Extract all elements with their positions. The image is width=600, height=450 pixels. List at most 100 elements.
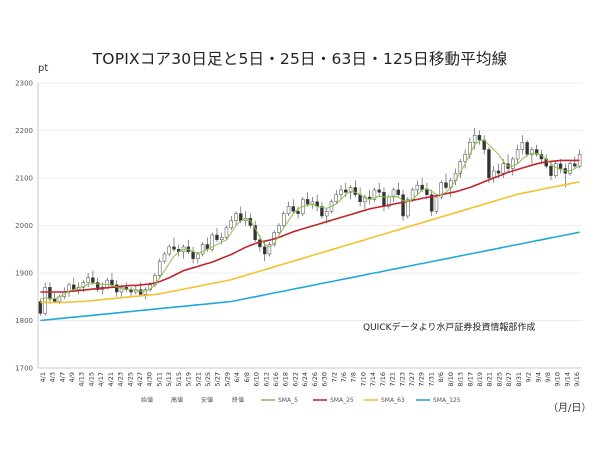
candle-body <box>86 277 90 283</box>
candlestick <box>549 161 553 181</box>
candle-body <box>157 260 162 276</box>
candle-body <box>396 189 401 195</box>
candlestick <box>143 287 148 300</box>
x-tick-label: 4/30 <box>146 372 154 387</box>
legend-item: SMA_5 <box>261 397 298 404</box>
candlestick <box>487 147 491 183</box>
candlestick <box>530 147 534 164</box>
candle-body <box>487 149 491 179</box>
candle-body <box>38 301 43 314</box>
chart-title: TOPIXコア30日足と5日・25日・63日・125日移動平均線 <box>92 50 508 68</box>
candle-body <box>277 225 281 233</box>
candlestick <box>177 244 181 257</box>
legend-label: SMA_5 <box>278 397 298 404</box>
candle-body <box>377 189 381 193</box>
candlestick <box>439 180 443 200</box>
y-axis: 1700 1800 1900 2000 2100 2200 2300 <box>15 80 33 373</box>
x-tick-label: 5/13 <box>165 372 173 387</box>
candle-body <box>191 251 195 259</box>
chart-legend: 始値 高値 安値 終値 SMA_5 SMA_25 SMA_63 SMA_125 <box>141 396 461 404</box>
candle-body <box>224 227 229 238</box>
candlestick <box>367 189 372 205</box>
candle-body <box>115 284 119 293</box>
y-tick-label: 1900 <box>15 270 33 278</box>
x-tick-label: 8/6 <box>437 372 445 382</box>
candlestick <box>324 208 329 224</box>
candlestick <box>506 154 510 174</box>
candlestick <box>124 282 129 292</box>
candle-body <box>534 149 539 155</box>
candlestick <box>291 199 296 214</box>
candle-body <box>463 154 467 162</box>
candlestick <box>573 156 577 169</box>
candlestick <box>310 197 315 209</box>
x-tick-label: 6/30 <box>321 372 329 387</box>
y-tick-label: 2300 <box>15 80 33 88</box>
x-tick-label: 4/21 <box>107 372 115 387</box>
candle-body <box>477 135 482 141</box>
x-tick-label: 9/2 <box>525 372 533 382</box>
legend-label: 高値 <box>171 396 183 404</box>
candle-body <box>429 194 434 212</box>
candle-body <box>110 279 114 286</box>
candle-body <box>425 189 429 195</box>
candlestick <box>129 287 133 297</box>
candle-body <box>296 211 300 214</box>
x-tick-label: 4/1 <box>39 372 47 382</box>
candle-body <box>344 189 348 193</box>
candlestick <box>186 239 191 254</box>
x-tick-label: 7/8 <box>350 372 358 382</box>
candle-body <box>234 213 238 221</box>
x-tick-label: 7/16 <box>379 372 387 387</box>
candle-body <box>363 196 367 202</box>
x-tick-label: 4/13 <box>78 372 86 387</box>
candlestick <box>520 135 525 155</box>
candlestick <box>91 270 95 285</box>
x-tick-label: 8/25 <box>495 372 503 387</box>
candlestick <box>215 227 219 243</box>
candlestick <box>191 246 195 264</box>
candle-body <box>406 199 410 217</box>
candle-body <box>439 182 443 198</box>
candlestick <box>525 140 529 157</box>
x-tick-label: 7/21 <box>389 372 397 387</box>
candlestick <box>181 244 186 259</box>
x-tick-label: 6/12 <box>262 372 270 387</box>
candlestick <box>253 220 257 243</box>
x-tick-label: 6/4 <box>233 372 241 382</box>
x-tick-label: 8/13 <box>457 372 465 387</box>
candlestick <box>224 225 229 240</box>
candle-body <box>248 218 253 226</box>
candlestick <box>458 159 463 178</box>
x-tick-label: 7/2 <box>330 372 338 382</box>
x-tick-label: 8/27 <box>505 372 513 387</box>
legend-label: SMA_125 <box>433 397 461 404</box>
candle-body <box>382 192 386 207</box>
candlestick <box>382 187 386 212</box>
candlestick <box>491 166 496 183</box>
legend-label: 終値 <box>232 396 244 404</box>
candlestick <box>277 223 281 235</box>
candle-body <box>81 282 86 288</box>
legend-item: SMA_25 <box>313 397 354 404</box>
candlestick <box>472 128 477 150</box>
candle-body <box>215 234 219 240</box>
candlestick <box>534 144 539 157</box>
y-tick-label: 2200 <box>15 127 33 135</box>
legend-label: SMA_25 <box>330 397 354 404</box>
data-source-annotation: QUICKデータより水戸証券投資情報部作成 <box>363 321 535 333</box>
candle-body <box>48 287 52 300</box>
candle-body <box>119 287 124 293</box>
x-tick-label: 7/14 <box>369 372 377 387</box>
candlestick <box>262 242 267 262</box>
candle-body <box>324 211 329 217</box>
candlestick <box>391 187 396 202</box>
legend-item: 始値 <box>141 396 153 404</box>
candle-body <box>253 225 257 240</box>
x-tick-label: 8/21 <box>486 372 494 387</box>
candle-body <box>320 206 324 217</box>
candlestick <box>372 187 377 202</box>
x-tick-label: 6/8 <box>243 372 251 382</box>
candle-body <box>219 237 224 240</box>
candle-body <box>267 244 272 255</box>
